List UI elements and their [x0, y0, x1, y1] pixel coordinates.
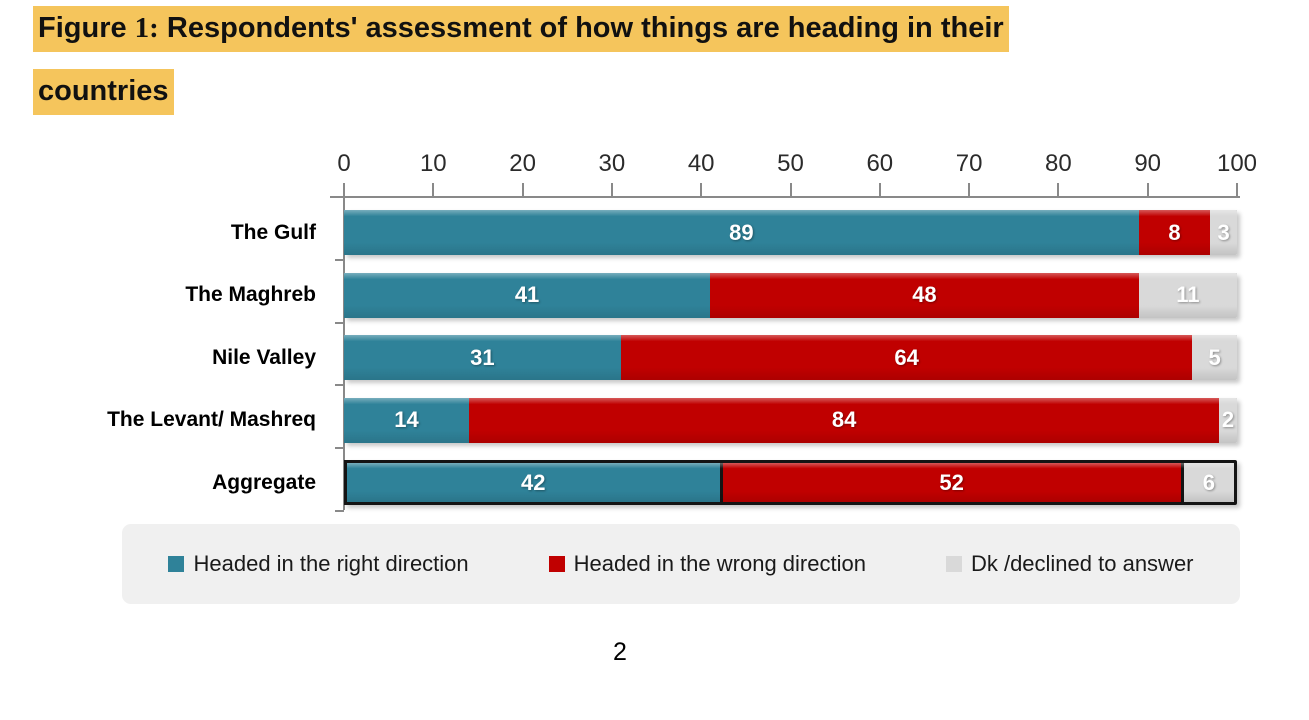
x-axis-tick-label: 30: [598, 150, 626, 177]
y-axis-tick: [335, 510, 344, 512]
category-label-the-gulf: The Gulf: [230, 220, 316, 244]
bar-segment: 5: [1192, 335, 1237, 381]
x-axis-tick: [432, 183, 435, 196]
y-axis-tick: [335, 196, 344, 198]
x-axis-tick-label: 0: [337, 150, 351, 177]
segment-value-label: 42: [521, 469, 546, 495]
bar-segment: 41: [344, 272, 711, 318]
figure-title-line-2: countries: [33, 69, 174, 115]
bar-row: 89 8 3: [344, 210, 1237, 255]
figure-title: Figure 1: Respondents' assessment of how…: [33, 6, 1213, 132]
bar-segment: 52: [719, 463, 1181, 503]
segment-value-label: 84: [831, 407, 857, 433]
segment-value-label: 31: [470, 344, 495, 370]
x-axis-tick: [521, 183, 524, 196]
legend-item: Headed in the right direction: [168, 551, 469, 577]
segment-value-label: 64: [894, 344, 919, 370]
segment-value-label: 2: [1221, 407, 1235, 433]
segment-value-label: 89: [729, 219, 754, 245]
x-axis-tick: [343, 183, 345, 196]
x-axis-tick-label: 40: [687, 150, 715, 177]
x-axis-tick: [968, 183, 971, 196]
bar-segment: 89: [344, 210, 1139, 255]
segment-value-label: 8: [1168, 219, 1181, 245]
segment-value-label: 14: [394, 407, 419, 433]
bar-segment: 11: [1138, 272, 1237, 318]
x-axis-tick-label: 70: [955, 150, 983, 177]
figure-title-text: Respondents' assessment of how things ar…: [158, 12, 1004, 44]
x-axis-tick: [1146, 183, 1149, 196]
bar-segment: 31: [344, 335, 621, 381]
figure-number: 1:: [134, 12, 159, 44]
y-axis-tick: [335, 384, 344, 387]
x-axis-tick: [610, 183, 613, 196]
bar-segment: 14: [344, 397, 470, 443]
segment-value-label: 5: [1208, 344, 1221, 370]
segment-value-label: 6: [1202, 469, 1215, 495]
legend-label: Dk /declined to answer: [970, 551, 1194, 576]
x-axis-tick-label: 20: [509, 150, 536, 177]
bar-segment: 8: [1138, 210, 1211, 255]
segment-value-label: 11: [1176, 282, 1200, 308]
y-axis-tick: [335, 321, 344, 324]
segment-value-label: 41: [514, 282, 540, 308]
page-number: 2: [613, 638, 627, 666]
y-axis-tick: [335, 258, 344, 261]
legend-swatch-icon: [548, 556, 565, 572]
bar-segment: 2: [1219, 397, 1237, 443]
category-label-the-maghreb: The Maghreb: [185, 283, 316, 307]
x-axis-tick: [1057, 183, 1060, 196]
bar-row: 42 52 6: [344, 460, 1237, 506]
bar-segment: 84: [469, 397, 1220, 443]
bar-segment: 42: [347, 463, 720, 503]
x-axis-tick-label: 100: [1216, 150, 1258, 177]
bar-segment: 48: [710, 272, 1139, 318]
x-axis-tick: [700, 183, 703, 196]
x-axis-tick: [789, 183, 792, 196]
bar-row: 41 48 11: [344, 272, 1237, 318]
legend-label: Headed in the right direction: [193, 551, 469, 576]
x-axis-tick: [1236, 183, 1238, 196]
segment-value-label: 3: [1217, 219, 1230, 245]
bar-row: 31 64 5: [344, 335, 1237, 381]
x-axis-tick-label: 90: [1134, 150, 1162, 177]
legend-item: Headed in the wrong direction: [548, 551, 866, 577]
x-axis-line: [330, 196, 1240, 198]
bar-segment: 3: [1210, 210, 1237, 255]
bar-segment: 64: [620, 335, 1193, 381]
chart-legend: Headed in the right direction Headed in t…: [122, 524, 1240, 604]
figure-label: Figure: [38, 12, 135, 44]
x-axis-tick-label: 60: [866, 150, 894, 177]
x-axis-tick: [878, 183, 881, 196]
segment-value-label: 52: [939, 469, 964, 495]
category-label-the-levant-mashreq: The Levant/ Mashreq: [107, 408, 316, 432]
y-axis-tick: [335, 447, 344, 450]
x-axis-tick-label: 10: [419, 150, 447, 177]
category-label-nile-valley: Nile Valley: [212, 345, 316, 369]
segment-value-label: 48: [912, 282, 937, 308]
legend-swatch-icon: [945, 556, 962, 572]
bar-row: 14 84 2: [344, 397, 1237, 443]
figure-title-line-1: Figure 1: Respondents' assessment of how…: [33, 6, 1009, 52]
legend-label: Headed in the wrong direction: [573, 551, 866, 576]
category-label-aggregate: Aggregate: [212, 470, 316, 494]
legend-item: Dk /declined to answer: [945, 551, 1194, 577]
bar-segment: 6: [1180, 463, 1234, 503]
legend-swatch-icon: [168, 556, 185, 572]
x-axis-tick-label: 50: [777, 150, 804, 177]
x-axis-tick-label: 80: [1045, 150, 1072, 177]
